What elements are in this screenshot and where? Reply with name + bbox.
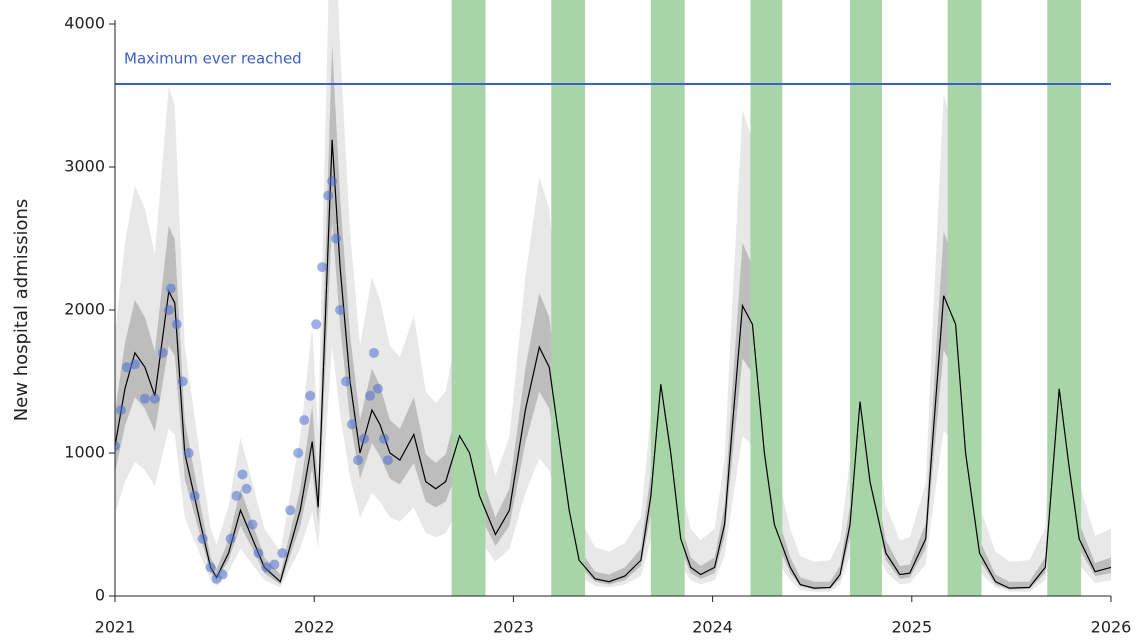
observed-point xyxy=(317,262,328,273)
observed-point xyxy=(323,190,334,201)
observed-point xyxy=(269,559,280,570)
x-tick-label: 2022 xyxy=(294,618,335,637)
shaded-period xyxy=(451,0,486,596)
observed-point xyxy=(241,483,252,494)
y-tick-label: 1000 xyxy=(64,443,105,462)
observed-point xyxy=(368,347,379,358)
observed-point xyxy=(121,362,132,373)
observed-point xyxy=(382,455,393,466)
axes: 0 1000 2000 3000 4000 2021 2022 2023 2024 2025 202… xyxy=(64,14,1131,637)
observed-point xyxy=(177,376,188,387)
observed-point xyxy=(293,448,304,458)
observed-point xyxy=(129,359,140,370)
shaded-period xyxy=(650,0,685,596)
observed-point xyxy=(183,448,194,458)
observed-point xyxy=(115,440,120,451)
observed-point xyxy=(335,305,346,315)
observed-point xyxy=(217,569,228,580)
observed-point xyxy=(299,415,310,426)
observed-point xyxy=(115,405,126,416)
observed-point xyxy=(163,305,174,315)
observed-point xyxy=(305,390,316,401)
x-tick-label: 2021 xyxy=(95,618,136,637)
observed-point xyxy=(364,390,375,401)
observed-point xyxy=(285,505,296,516)
y-tick-label: 0 xyxy=(95,586,105,605)
x-tick-label: 2023 xyxy=(493,618,534,637)
y-axis-title: New hospital admissions xyxy=(11,199,32,422)
observed-point xyxy=(197,533,208,544)
observed-point xyxy=(341,376,352,387)
observed-point xyxy=(189,490,200,501)
observed-point xyxy=(225,533,236,544)
observed-point xyxy=(277,548,288,559)
shaded-period xyxy=(1047,0,1082,596)
observed-point xyxy=(165,283,176,294)
x-tick-label: 2024 xyxy=(692,618,733,637)
shaded-period xyxy=(750,0,783,596)
observed-point xyxy=(331,233,342,244)
shaded-period xyxy=(947,0,982,596)
observed-point xyxy=(247,519,258,530)
y-tick-label: 3000 xyxy=(64,157,105,176)
shaded-period xyxy=(850,0,882,596)
shaded-period xyxy=(551,0,586,596)
y-tick-label: 2000 xyxy=(64,300,105,319)
y-tick-label: 4000 xyxy=(64,14,105,33)
observed-point xyxy=(359,433,369,444)
observed-point xyxy=(378,433,389,444)
observed-point xyxy=(327,176,338,187)
observed-point xyxy=(311,319,322,330)
observed-point xyxy=(139,393,150,404)
observed-point xyxy=(231,490,242,501)
observed-point xyxy=(149,393,160,404)
x-tick-label: 2026 xyxy=(1091,618,1132,637)
observed-point xyxy=(347,419,358,430)
observed-point xyxy=(171,319,182,330)
observed-point xyxy=(157,347,168,358)
observed-point xyxy=(253,548,264,559)
observed-point xyxy=(205,562,216,573)
reference-label: Maximum ever reached xyxy=(124,50,302,68)
observed-point xyxy=(353,455,364,466)
observed-point xyxy=(261,562,272,573)
band xyxy=(115,44,1111,590)
observed-point xyxy=(372,383,383,394)
plot-area xyxy=(115,0,1111,596)
observed-point xyxy=(237,469,248,480)
x-tick-label: 2025 xyxy=(891,618,932,637)
